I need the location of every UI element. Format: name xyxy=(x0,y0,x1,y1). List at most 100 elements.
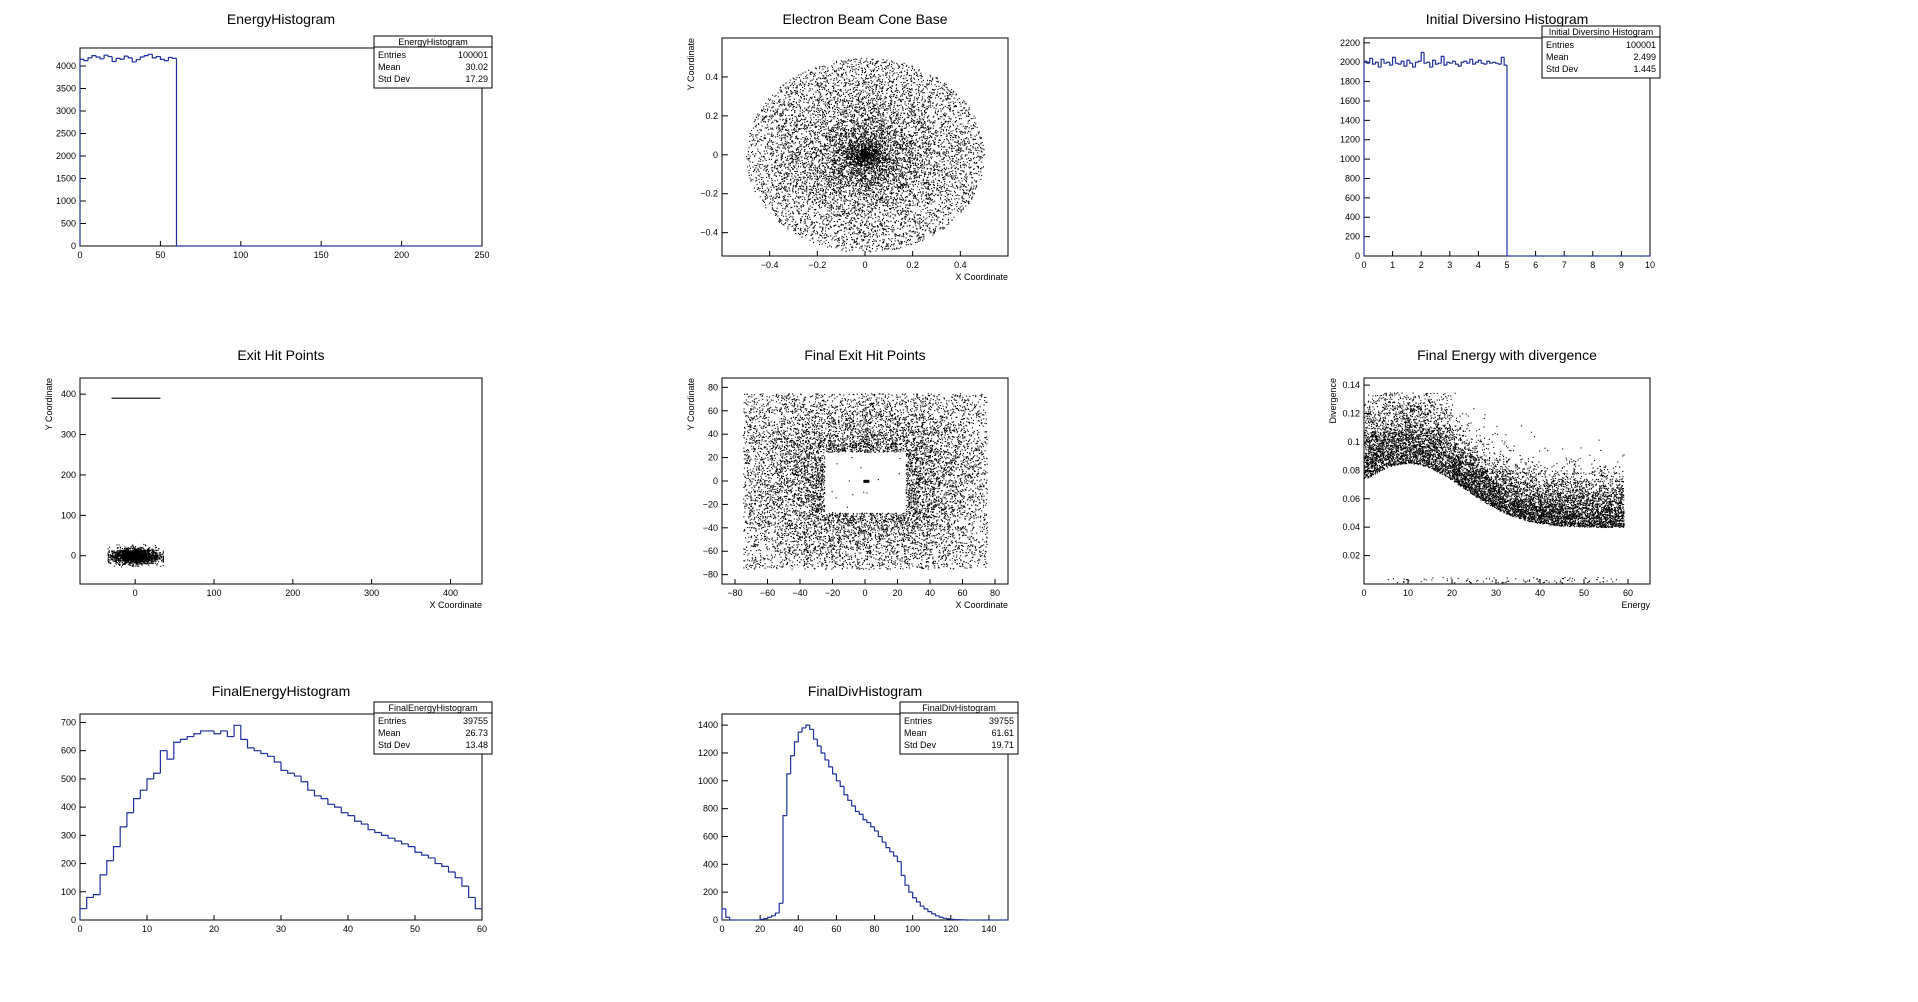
scatter-point xyxy=(801,184,803,186)
scatter-point xyxy=(847,153,849,155)
scatter-point xyxy=(923,133,925,136)
scatter-point xyxy=(798,212,800,214)
scatter-point xyxy=(823,175,825,177)
scatter-point xyxy=(791,114,794,116)
scatter-point xyxy=(923,114,925,116)
scatter-point xyxy=(824,104,826,106)
scatter-point xyxy=(864,147,866,149)
scatter-point xyxy=(868,93,870,95)
scatter-point xyxy=(870,141,872,143)
scatter-point xyxy=(795,158,797,160)
scatter-point xyxy=(948,90,950,92)
scatter-point xyxy=(960,210,962,212)
scatter-point xyxy=(796,184,798,186)
scatter-point xyxy=(898,125,900,127)
scatter-point xyxy=(809,175,811,177)
scatter-point xyxy=(967,122,969,124)
scatter-point xyxy=(859,131,861,133)
scatter-point xyxy=(884,119,886,121)
scatter-point xyxy=(941,148,943,150)
scatter-point xyxy=(811,96,813,98)
scatter-point xyxy=(833,168,835,171)
scatter-point xyxy=(757,168,759,170)
scatter-point xyxy=(937,190,939,192)
scatter-point xyxy=(940,130,942,132)
scatter-point xyxy=(778,105,780,107)
scatter-point xyxy=(925,191,927,193)
scatter-point xyxy=(801,156,803,158)
scatter-point xyxy=(836,194,838,197)
scatter-point xyxy=(805,144,807,146)
scatter-point xyxy=(758,164,760,166)
scatter-point xyxy=(881,146,883,148)
scatter-point xyxy=(804,158,806,160)
scatter-point xyxy=(954,167,956,169)
scatter-point xyxy=(859,155,861,157)
scatter-point xyxy=(795,176,797,178)
scatter-point xyxy=(867,115,869,117)
scatter-point xyxy=(976,134,978,136)
scatter-point xyxy=(876,164,878,166)
scatter-point xyxy=(955,194,957,197)
scatter-point xyxy=(908,87,910,90)
scatter-point xyxy=(871,109,873,111)
scatter-point xyxy=(786,220,788,222)
scatter-point xyxy=(809,133,811,135)
scatter-point xyxy=(892,169,894,172)
scatter-point xyxy=(877,178,879,180)
scatter-point xyxy=(871,203,873,205)
scatter-point xyxy=(862,128,864,130)
scatter-point xyxy=(794,153,796,155)
scatter-point xyxy=(865,97,867,99)
scatter-point xyxy=(908,185,910,188)
scatter-point xyxy=(830,133,832,136)
scatter-point xyxy=(877,141,880,143)
scatter-point xyxy=(904,70,906,72)
scatter-point xyxy=(860,158,863,160)
scatter-point xyxy=(761,182,763,184)
scatter-point xyxy=(855,136,857,138)
scatter-point xyxy=(948,127,951,129)
scatter-point xyxy=(862,98,864,100)
scatter-point xyxy=(798,115,800,117)
scatter-point xyxy=(779,129,781,131)
scatter-point xyxy=(806,143,808,145)
scatter-point xyxy=(865,123,867,126)
scatter-point xyxy=(843,209,845,211)
scatter-point xyxy=(890,228,892,231)
scatter-point xyxy=(794,205,796,207)
scatter-point xyxy=(918,167,920,169)
scatter-point xyxy=(834,232,836,234)
scatter-point xyxy=(800,227,802,230)
scatter-point xyxy=(805,76,807,78)
scatter-point xyxy=(845,116,847,118)
scatter-point xyxy=(832,139,834,141)
scatter-point xyxy=(839,63,841,65)
scatter-point xyxy=(902,234,904,236)
scatter-point xyxy=(973,185,975,187)
scatter-point xyxy=(916,167,918,169)
scatter-point xyxy=(823,111,825,113)
scatter-point xyxy=(781,138,783,140)
scatter-point xyxy=(860,229,862,231)
scatter-point xyxy=(882,145,884,147)
scatter-point xyxy=(902,99,904,101)
scatter-point xyxy=(860,136,862,138)
scatter-point xyxy=(828,182,830,184)
scatter-point xyxy=(917,194,919,196)
scatter-point xyxy=(826,183,828,186)
scatter-point xyxy=(960,170,962,172)
scatter-point xyxy=(875,146,877,149)
scatter-point xyxy=(904,112,906,114)
scatter-point xyxy=(775,172,777,174)
scatter-point xyxy=(921,132,923,134)
scatter-point xyxy=(864,177,866,180)
scatter-point xyxy=(899,243,901,245)
scatter-point xyxy=(869,190,871,192)
scatter-point xyxy=(868,143,870,145)
scatter-point xyxy=(812,152,814,154)
scatter-point xyxy=(806,139,808,141)
scatter-point xyxy=(949,125,951,127)
scatter-point xyxy=(842,247,844,249)
scatter-point xyxy=(889,77,891,79)
